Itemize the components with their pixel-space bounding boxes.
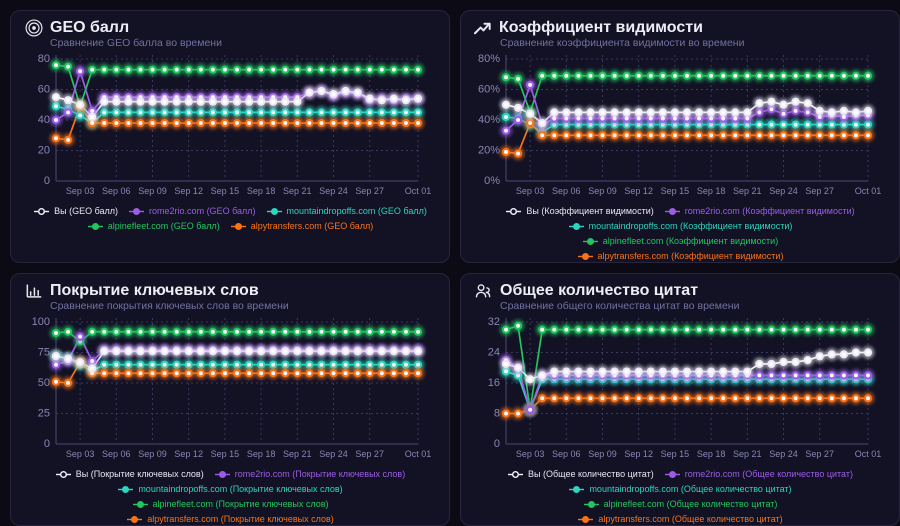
svg-text:20%: 20% [478, 145, 500, 157]
svg-text:Sep 24: Sep 24 [319, 186, 348, 196]
svg-text:0: 0 [44, 438, 50, 450]
svg-text:25: 25 [38, 408, 50, 420]
svg-text:Sep 27: Sep 27 [805, 449, 834, 459]
svg-text:Sep 09: Sep 09 [588, 449, 617, 459]
svg-text:Sep 15: Sep 15 [661, 449, 690, 459]
svg-text:0: 0 [44, 175, 50, 187]
svg-text:Sep 12: Sep 12 [624, 449, 653, 459]
svg-text:Oct 01: Oct 01 [855, 449, 882, 459]
svg-text:60: 60 [38, 84, 50, 96]
svg-text:40%: 40% [478, 114, 500, 126]
svg-text:Sep 21: Sep 21 [283, 449, 312, 459]
svg-text:75: 75 [38, 347, 50, 359]
svg-text:Sep 12: Sep 12 [174, 186, 203, 196]
svg-text:Sep 15: Sep 15 [211, 186, 240, 196]
svg-text:80: 80 [38, 53, 50, 65]
svg-text:100: 100 [32, 316, 50, 328]
svg-text:20: 20 [38, 145, 50, 157]
svg-text:Sep 06: Sep 06 [102, 186, 131, 196]
svg-text:Sep 27: Sep 27 [355, 449, 384, 459]
svg-text:Sep 27: Sep 27 [805, 186, 834, 196]
svg-text:Sep 24: Sep 24 [319, 449, 348, 459]
svg-text:Sep 21: Sep 21 [283, 186, 312, 196]
svg-text:32: 32 [488, 316, 500, 328]
svg-text:Sep 21: Sep 21 [733, 186, 762, 196]
svg-text:Oct 01: Oct 01 [405, 186, 432, 196]
svg-text:Sep 09: Sep 09 [138, 186, 167, 196]
svg-text:16: 16 [488, 377, 500, 389]
svg-text:Sep 09: Sep 09 [588, 186, 617, 196]
svg-text:Sep 27: Sep 27 [355, 186, 384, 196]
svg-text:Sep 18: Sep 18 [697, 449, 726, 459]
svg-text:Sep 15: Sep 15 [211, 449, 240, 459]
svg-text:Oct 01: Oct 01 [405, 449, 432, 459]
svg-text:Sep 15: Sep 15 [661, 186, 690, 196]
svg-text:Sep 06: Sep 06 [552, 449, 581, 459]
svg-text:0%: 0% [484, 175, 500, 187]
svg-text:Sep 03: Sep 03 [66, 449, 95, 459]
svg-text:0: 0 [494, 438, 500, 450]
svg-text:Sep 24: Sep 24 [769, 186, 798, 196]
svg-text:Sep 12: Sep 12 [174, 449, 203, 459]
svg-text:Sep 09: Sep 09 [138, 449, 167, 459]
svg-text:50: 50 [38, 377, 50, 389]
svg-text:60%: 60% [478, 84, 500, 96]
svg-text:Sep 18: Sep 18 [697, 186, 726, 196]
svg-text:Sep 18: Sep 18 [247, 449, 276, 459]
svg-text:Sep 12: Sep 12 [624, 186, 653, 196]
svg-text:Oct 01: Oct 01 [855, 186, 882, 196]
svg-text:Sep 03: Sep 03 [516, 449, 545, 459]
svg-text:Sep 21: Sep 21 [733, 449, 762, 459]
svg-text:Sep 03: Sep 03 [516, 186, 545, 196]
svg-text:Sep 24: Sep 24 [769, 449, 798, 459]
svg-text:Sep 03: Sep 03 [66, 186, 95, 196]
svg-text:80%: 80% [478, 53, 500, 65]
svg-text:24: 24 [488, 347, 500, 359]
svg-text:8: 8 [494, 408, 500, 420]
svg-text:Sep 06: Sep 06 [552, 186, 581, 196]
svg-text:Sep 18: Sep 18 [247, 186, 276, 196]
svg-text:Sep 06: Sep 06 [102, 449, 131, 459]
svg-text:40: 40 [38, 114, 50, 126]
